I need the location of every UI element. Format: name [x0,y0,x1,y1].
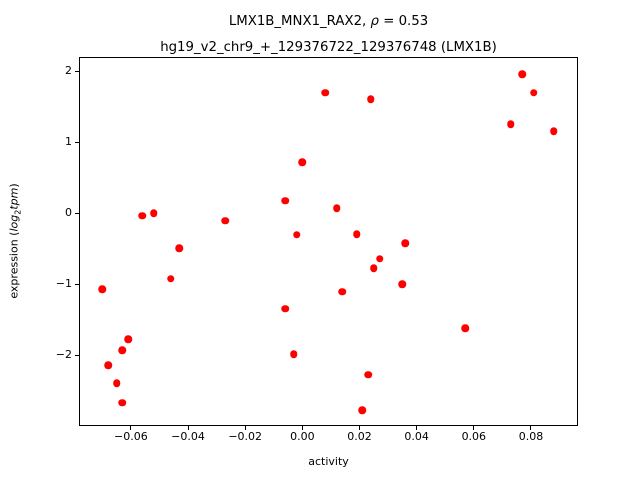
data-point [358,406,367,414]
x-tick-mark [187,426,189,430]
data-point [290,350,298,358]
x-tick-label: 0.04 [404,430,429,443]
y-axis-label-log: log [7,214,21,232]
data-point [398,280,407,289]
y-tick-label: 2 [65,64,72,78]
data-point [98,285,107,294]
data-point [367,95,375,103]
rho-symbol: ρ [370,14,379,29]
y-tick-mark [75,283,79,285]
chart-subtitle: hg19_v2_chr9_+_129376722_129376748 (LMX1… [160,40,497,55]
data-point [175,244,184,252]
x-tick-label: −0.06 [114,430,148,443]
y-tick-mark [75,354,79,356]
x-tick-mark [301,426,303,430]
y-axis-label: expression (log2tpm) [6,183,25,298]
data-point [370,264,378,272]
x-axis-label: activity [308,455,349,468]
data-point [292,231,301,239]
data-point [321,89,329,97]
data-point [104,361,112,370]
plot-area [79,57,578,426]
data-point [298,158,307,167]
data-point [138,211,147,220]
data-point [338,287,347,296]
data-point [281,304,289,313]
x-tick-mark [530,426,532,430]
x-tick-label: 0.06 [461,430,487,443]
y-axis-label-tpm: tpm [7,187,21,210]
data-point [118,346,127,355]
data-point [118,399,127,407]
data-point [550,127,558,135]
x-tick-mark [416,426,418,430]
y-tick-mark [75,141,79,143]
y-tick-mark [75,70,79,72]
x-tick-label: 0.08 [518,430,544,443]
data-point [375,255,384,263]
x-tick-mark [130,426,132,430]
x-tick-label: −0.04 [171,430,205,443]
y-tick-label: 1 [65,135,72,149]
data-point [352,230,361,238]
y-axis-label-sub2: 2 [13,209,23,215]
data-point [124,335,132,343]
data-point [364,370,372,379]
data-point [167,275,175,283]
y-tick-label: −1 [55,277,72,291]
data-point [332,204,341,213]
data-point [530,89,538,97]
x-tick-mark [244,426,246,430]
x-tick-mark [473,426,475,430]
data-point [507,120,515,128]
y-tick-label: −2 [55,348,72,362]
rho-value: = 0.53 [378,14,429,29]
chart-title-text: LMX1B_MNX1_RAX2, [228,14,371,29]
x-tick-label: 0.02 [347,430,372,443]
data-point [401,239,409,248]
data-point [221,216,229,225]
x-tick-label: −0.02 [228,430,263,443]
data-point [518,70,527,79]
x-tick-label: 0.00 [290,430,315,443]
y-tick-label: 0 [65,206,72,220]
y-tick-mark [75,212,79,214]
data-point [149,209,158,218]
y-axis-label-suffix: ) [7,183,21,188]
data-point [461,324,469,333]
chart-title: LMX1B_MNX1_RAX2, ρ = 0.53 [80,14,577,30]
data-point [281,196,289,205]
y-axis-label-prefix: expression ( [7,231,21,299]
data-point [112,379,121,387]
x-tick-mark [359,426,360,430]
